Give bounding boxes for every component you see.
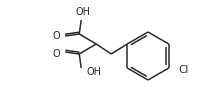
Text: Cl: Cl — [179, 64, 189, 74]
Text: O: O — [53, 31, 60, 41]
Text: OH: OH — [76, 7, 91, 17]
Text: O: O — [53, 49, 60, 58]
Text: OH: OH — [86, 66, 101, 76]
